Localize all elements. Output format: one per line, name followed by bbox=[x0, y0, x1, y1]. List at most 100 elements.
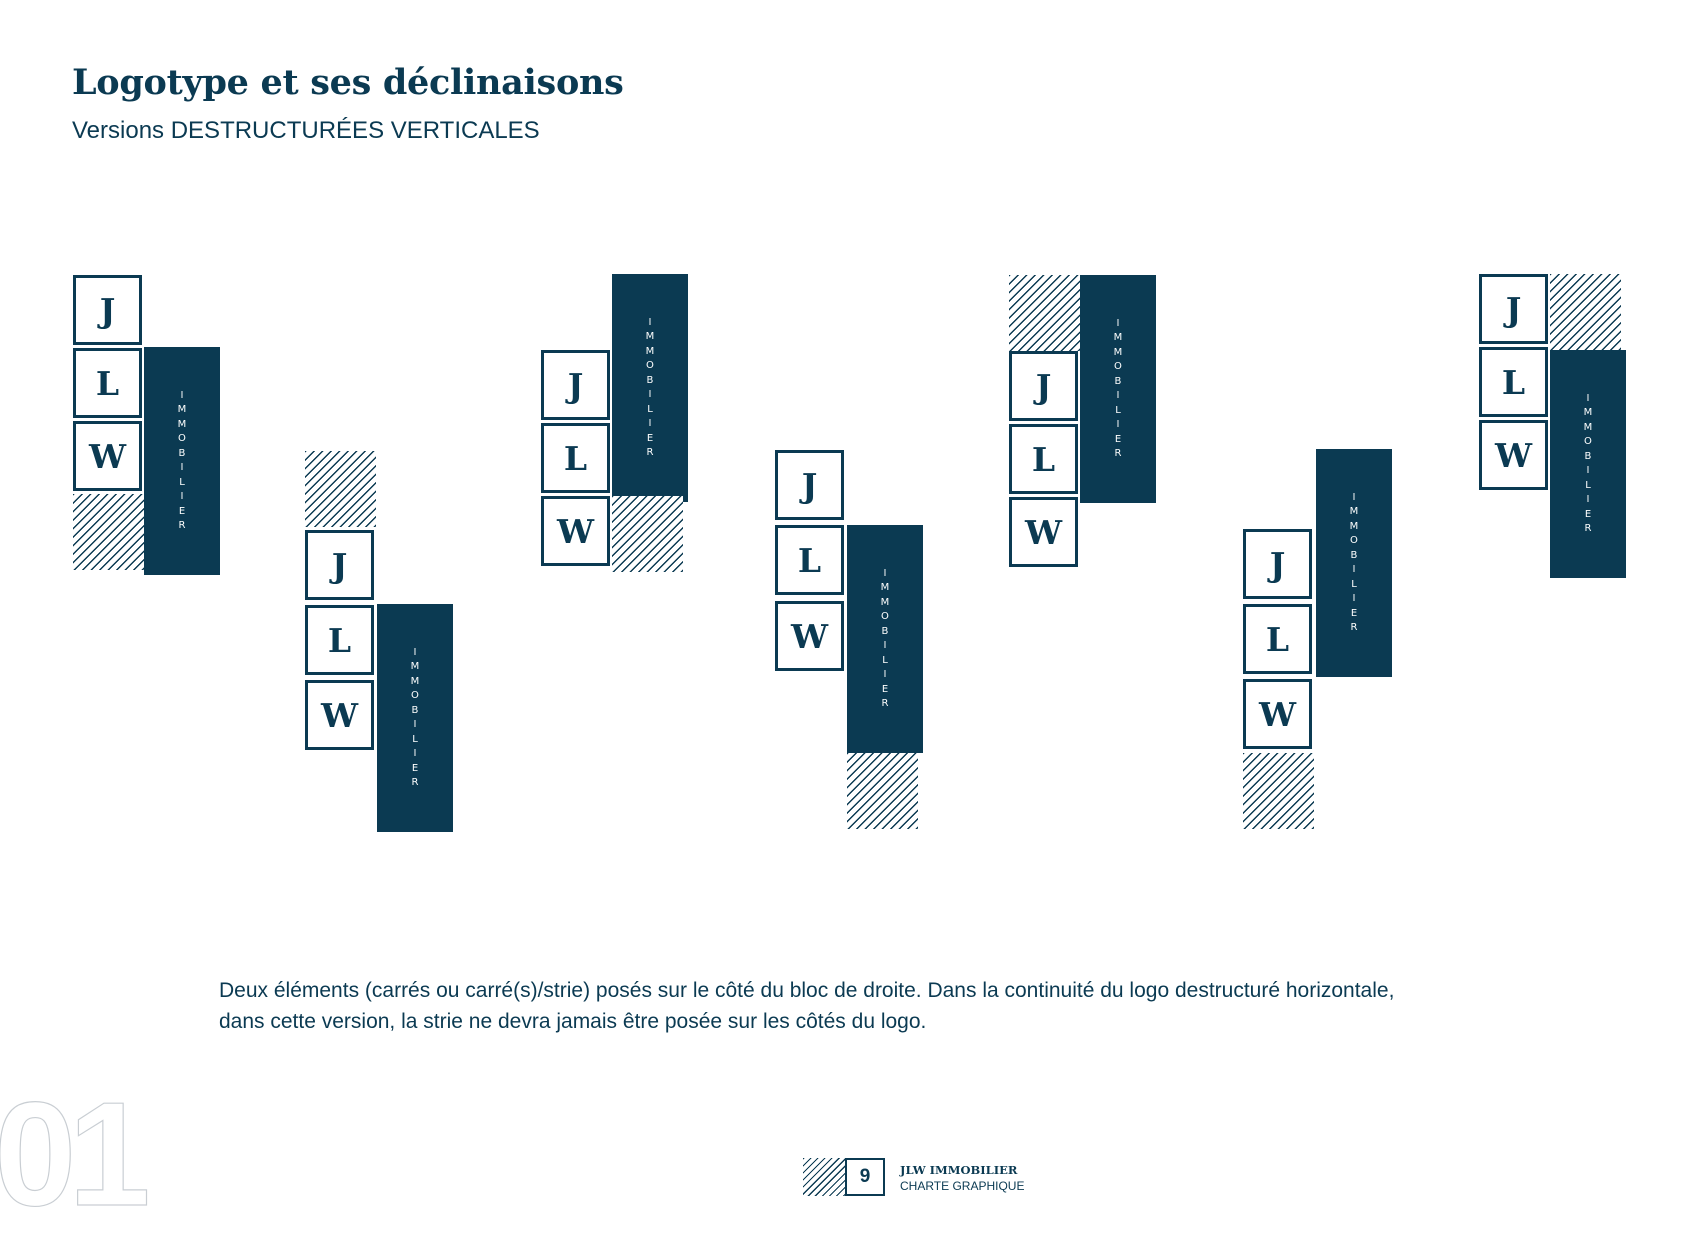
logo-square-j: J bbox=[73, 275, 142, 345]
immobilier-letter: I bbox=[1586, 392, 1590, 404]
immobilier-letter: I bbox=[648, 389, 652, 400]
immobilier-letter: R bbox=[881, 698, 889, 709]
immobilier-letter: E bbox=[178, 505, 186, 517]
immobilier-letter: M bbox=[177, 418, 187, 430]
immobilier-letter: E bbox=[1114, 433, 1122, 445]
immobilier-letter: I bbox=[1116, 317, 1120, 329]
immobilier-letter: L bbox=[882, 654, 888, 666]
logo-square-l: L bbox=[1479, 347, 1548, 417]
footer-brand: JLW IMMOBILIER bbox=[900, 1163, 1018, 1177]
logo-square-w: W bbox=[1479, 420, 1548, 490]
logo-square-l: L bbox=[1243, 604, 1312, 674]
immobilier-letter: O bbox=[646, 360, 654, 371]
immobilier-letter: I bbox=[648, 418, 652, 429]
immobilier-letter: M bbox=[645, 331, 655, 342]
immobilier-letter: O bbox=[1114, 361, 1122, 372]
immobilier-letter: L bbox=[179, 476, 185, 488]
immobilier-letter: E bbox=[1350, 607, 1358, 619]
immobilier-letter: L bbox=[412, 733, 418, 745]
immobilier-letter: L bbox=[647, 403, 653, 415]
immobilier-letter: O bbox=[178, 433, 186, 444]
immobilier-letter: L bbox=[1351, 578, 1357, 590]
logo-square-w: W bbox=[541, 496, 610, 566]
page-number: 9 bbox=[845, 1158, 885, 1196]
logo-square-w: W bbox=[73, 421, 142, 491]
footer-brand-subtitle: CHARTE GRAPHIQUE bbox=[900, 1179, 1025, 1193]
immobilier-letter: L bbox=[1585, 479, 1591, 491]
immobilier-letter: I bbox=[1352, 564, 1356, 575]
immobilier-letter: I bbox=[883, 640, 887, 651]
logo-square-w: W bbox=[305, 680, 374, 750]
immobilier-letter: E bbox=[881, 683, 889, 695]
immobilier-letter: I bbox=[180, 389, 184, 401]
immobilier-letter: I bbox=[648, 316, 652, 328]
immobilier-letter: I bbox=[413, 748, 417, 759]
immobilier-letter: I bbox=[883, 567, 887, 579]
logo-square-l: L bbox=[73, 348, 142, 418]
immobilier-letter: M bbox=[1349, 520, 1359, 532]
footer: 9 JLW IMMOBILIER CHARTE GRAPHIQUE bbox=[803, 1158, 1103, 1196]
logo-square-j: J bbox=[305, 530, 374, 600]
logo-square-j: J bbox=[775, 450, 844, 520]
logo-square-l: L bbox=[541, 423, 610, 493]
immobilier-letter: B bbox=[881, 625, 889, 637]
page-subtitle: Versions DESTRUCTURÉES VERTICALES bbox=[72, 117, 540, 144]
immobilier-letter: E bbox=[411, 762, 419, 774]
immobilier-letter: M bbox=[1113, 346, 1123, 358]
immobilier-letter: O bbox=[1584, 436, 1592, 447]
logo-square-j: J bbox=[541, 350, 610, 420]
logo-square-w: W bbox=[1243, 679, 1312, 749]
immobilier-letter: R bbox=[646, 447, 654, 458]
logo-hatch-block bbox=[305, 451, 376, 527]
logo-square-j: J bbox=[1243, 529, 1312, 599]
immobilier-letter: O bbox=[881, 611, 889, 622]
immobilier-letter: O bbox=[411, 690, 419, 701]
logo-hatch-block bbox=[1550, 274, 1621, 350]
immobilier-letter: I bbox=[883, 669, 887, 680]
logo-square-j: J bbox=[1009, 351, 1078, 421]
logo-square-w: W bbox=[1009, 497, 1078, 567]
immobilier-letter: I bbox=[1352, 491, 1356, 503]
logo-hatch-block bbox=[1009, 275, 1080, 351]
immobilier-letter: I bbox=[180, 491, 184, 502]
description-line-2: dans cette version, la strie ne devra ja… bbox=[219, 1010, 927, 1033]
immobilier-letter: L bbox=[1115, 404, 1121, 416]
immobilier-letter: M bbox=[880, 596, 890, 608]
immobilier-letter: I bbox=[1116, 390, 1120, 401]
logo-square-l: L bbox=[1009, 424, 1078, 494]
logo-square-l: L bbox=[305, 605, 374, 675]
logo-hatch-block bbox=[847, 753, 918, 829]
immobilier-letter: I bbox=[1586, 494, 1590, 505]
immobilier-letter: M bbox=[645, 345, 655, 357]
footer-hatch-icon bbox=[803, 1158, 845, 1196]
immobilier-letter: M bbox=[1583, 407, 1593, 418]
immobilier-letter: I bbox=[1116, 419, 1120, 430]
section-number: 01 bbox=[0, 1072, 151, 1237]
page-title: Logotype et ses déclinaisons bbox=[72, 62, 624, 103]
description-line-1: Deux éléments (carrés ou carré(s)/strie)… bbox=[219, 979, 1395, 1002]
immobilier-letter: B bbox=[178, 447, 186, 459]
immobilier-letter: M bbox=[177, 404, 187, 415]
logo-square-w: W bbox=[775, 601, 844, 671]
immobilier-letter: M bbox=[1583, 421, 1593, 433]
immobilier-letter: I bbox=[413, 646, 417, 658]
immobilier-letter: I bbox=[1352, 593, 1356, 604]
immobilier-letter: M bbox=[1113, 332, 1123, 343]
immobilier-letter: B bbox=[646, 374, 654, 386]
